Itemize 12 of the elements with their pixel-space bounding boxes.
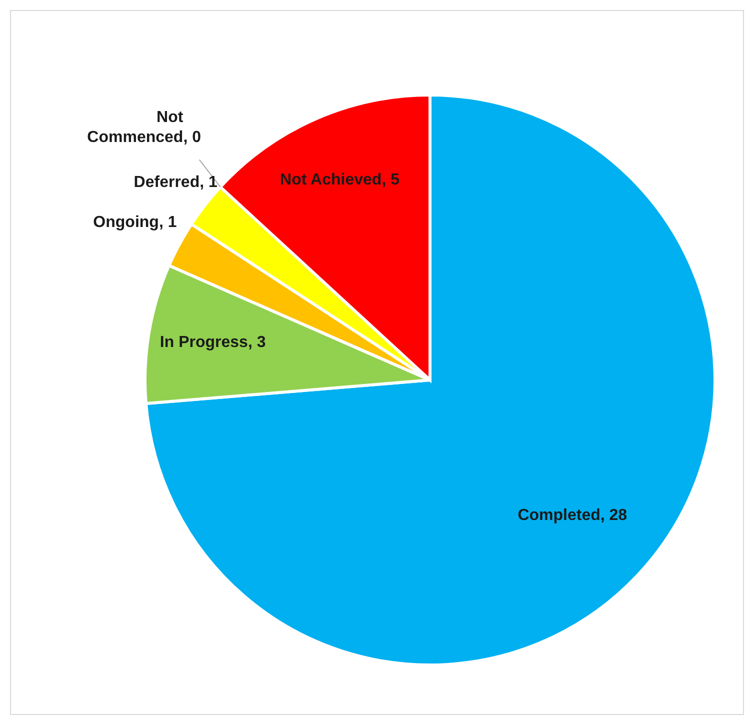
data-label: , 3 xyxy=(248,334,266,351)
data-label: , 1 xyxy=(158,214,177,232)
data-label: , 5 xyxy=(382,172,400,189)
category-label: Not Commenced xyxy=(87,109,184,146)
data-label: , 1 xyxy=(200,174,218,191)
slice-label: Deferred xyxy=(134,174,200,191)
data-label: , 28 xyxy=(600,507,628,524)
slice-label: Ongoing xyxy=(93,214,159,232)
text: , 0 xyxy=(183,129,202,146)
slice-label: Completed xyxy=(518,507,600,524)
slice-label: In Progress xyxy=(160,334,248,351)
slice-label: Not Achieved xyxy=(280,172,382,189)
